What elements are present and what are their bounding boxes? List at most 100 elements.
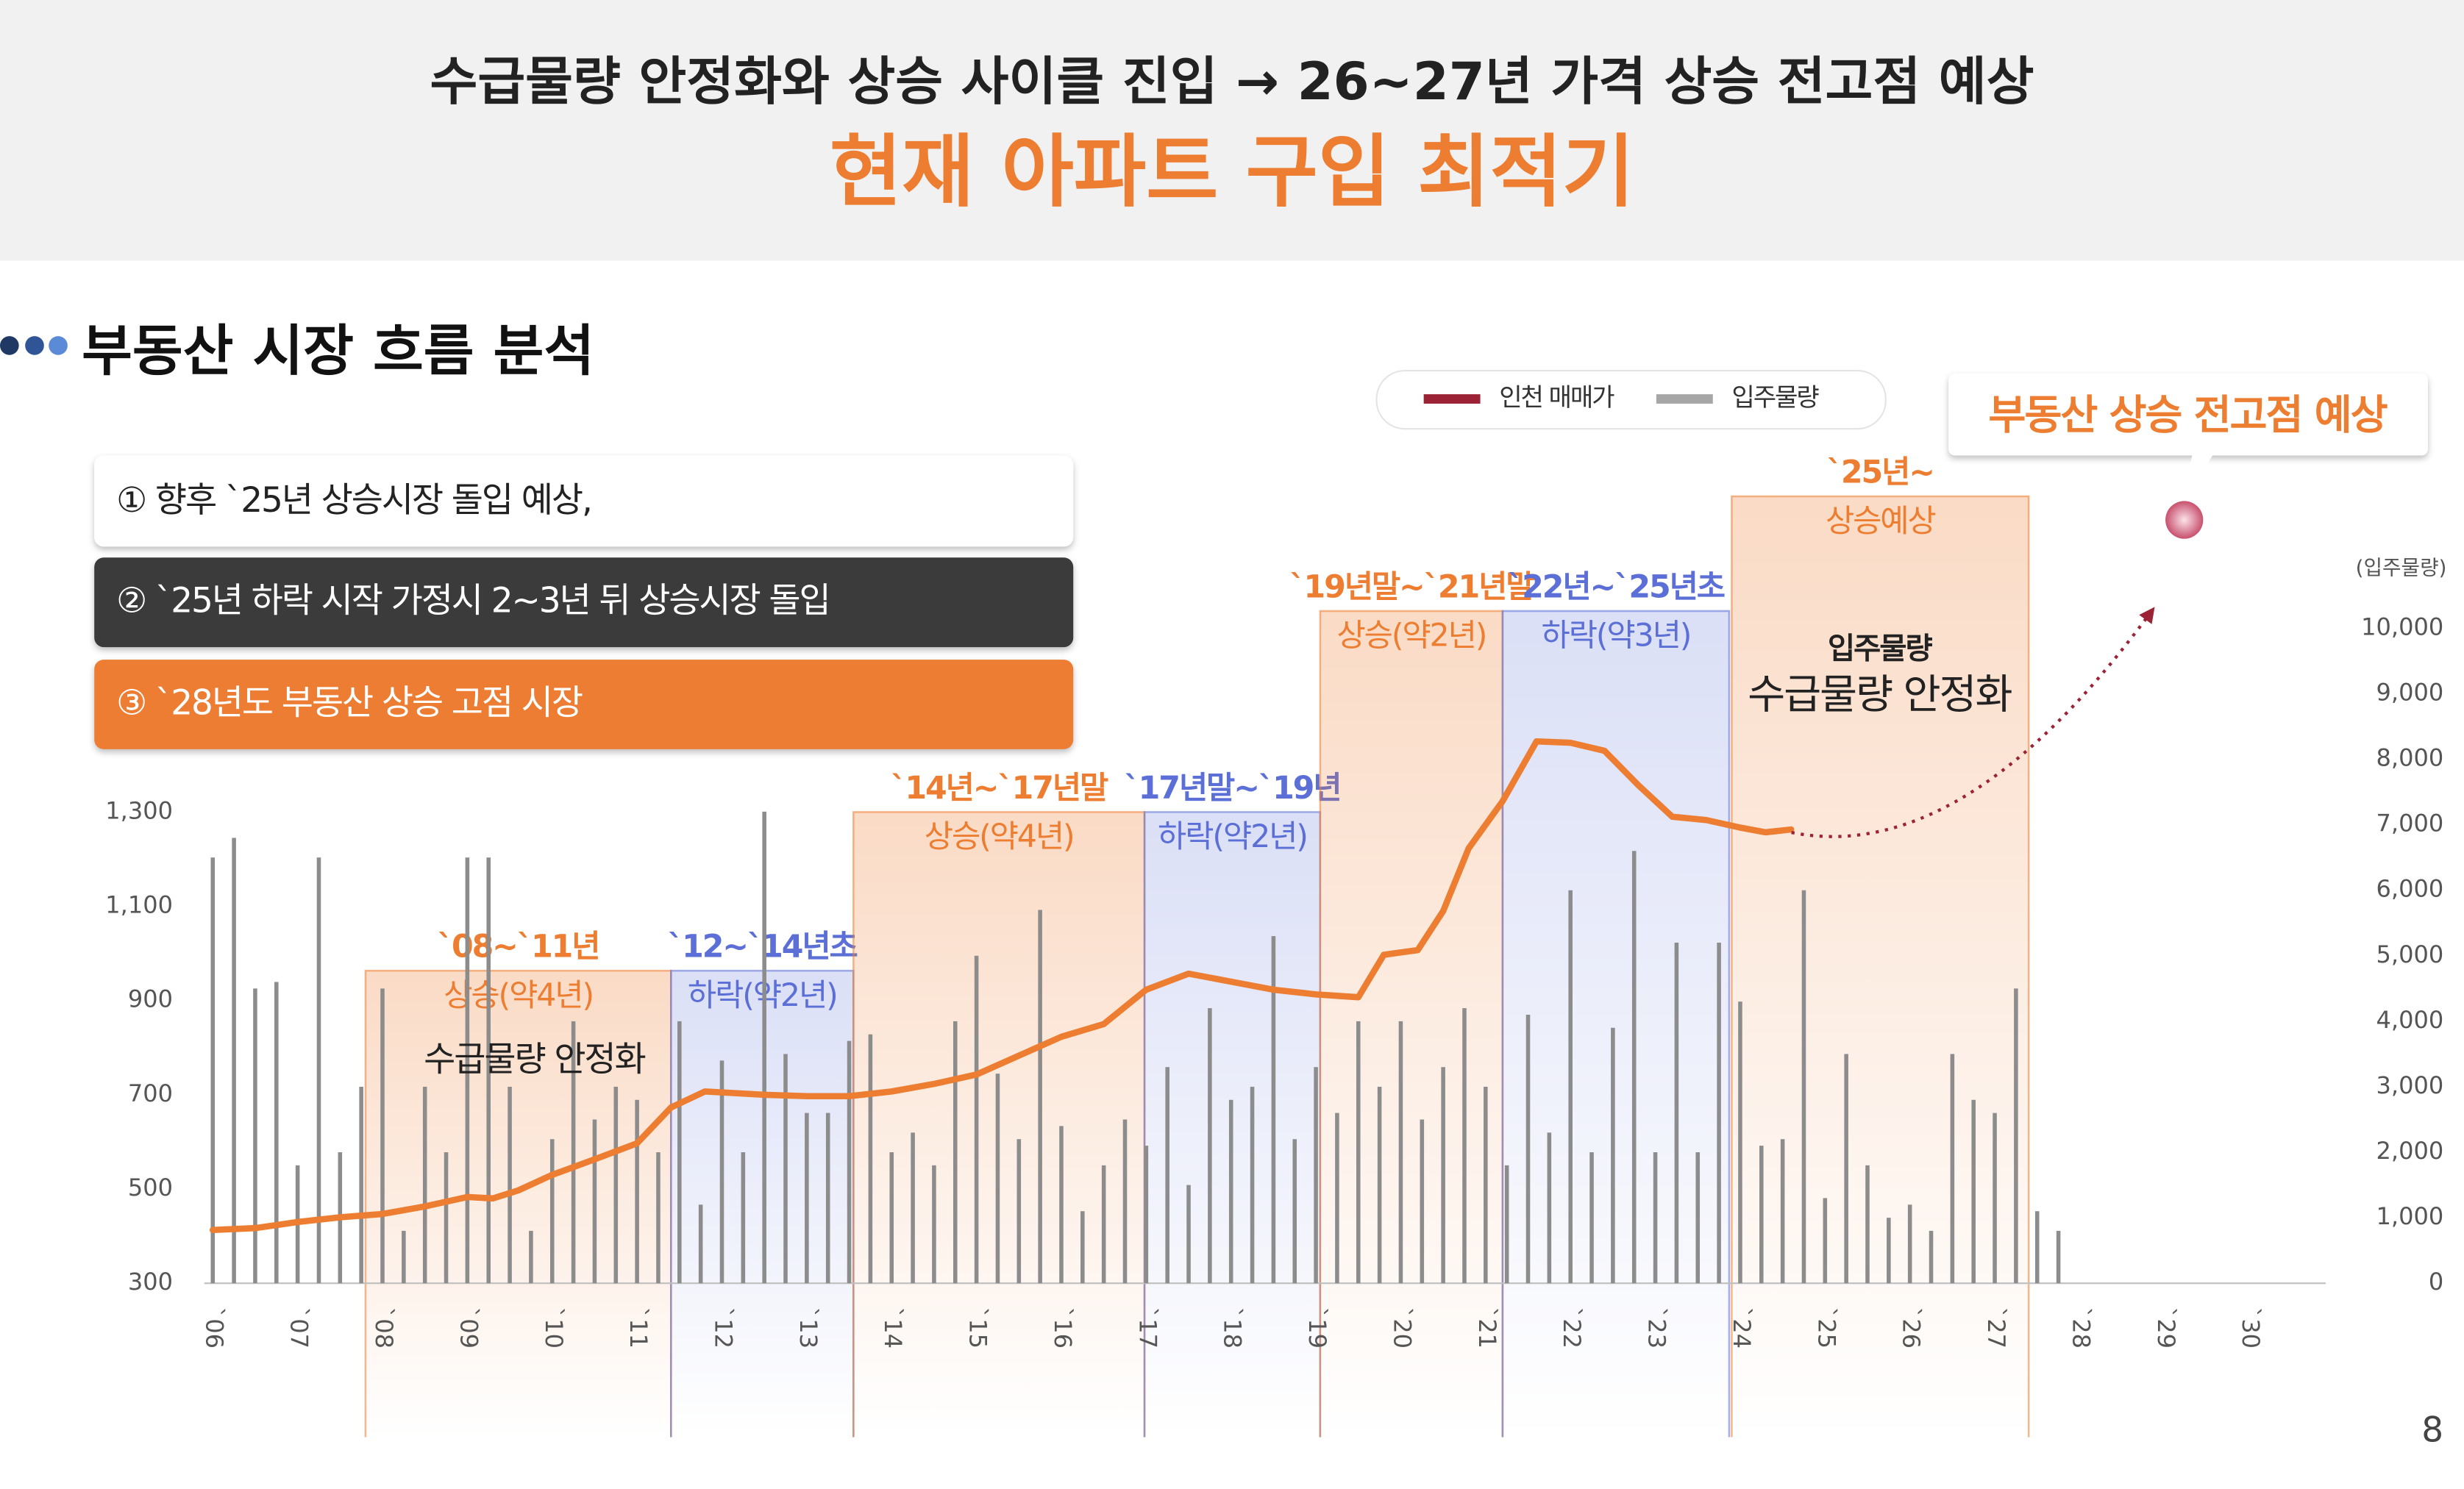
bar bbox=[1907, 1204, 1912, 1284]
bar bbox=[1887, 1218, 1891, 1284]
bar bbox=[1335, 1113, 1339, 1284]
bar bbox=[1122, 1119, 1128, 1284]
x-tick-label: `28 bbox=[2067, 1307, 2095, 1349]
y2-tick-label: 5,000 bbox=[2376, 940, 2444, 968]
bar bbox=[656, 1152, 660, 1284]
bar bbox=[1144, 1146, 1149, 1284]
x-tick-label: `11 bbox=[624, 1307, 652, 1349]
x-tick-label: `15 bbox=[964, 1307, 992, 1349]
period-fill bbox=[365, 971, 672, 1438]
bar bbox=[380, 988, 385, 1284]
bar bbox=[698, 1204, 703, 1284]
x-tick-label: `26 bbox=[1898, 1307, 1926, 1349]
bar bbox=[1801, 890, 1806, 1284]
bar bbox=[1950, 1054, 1955, 1284]
bar bbox=[953, 1021, 958, 1284]
x-tick-label: `08 bbox=[370, 1307, 398, 1349]
bar bbox=[1525, 1014, 1531, 1284]
annotation: 입주물량 bbox=[1828, 630, 1933, 665]
bar bbox=[402, 1230, 406, 1284]
section-icon bbox=[0, 336, 68, 355]
period-phase: 상승(약4년) bbox=[925, 818, 1074, 855]
bar bbox=[1208, 1008, 1212, 1284]
y2-axis-title: (입주물량) bbox=[2356, 555, 2447, 579]
y2-tick-label: 4,000 bbox=[2376, 1006, 2444, 1034]
period-label: `19년말~`21년말 bbox=[1289, 569, 1534, 606]
y2-tick-label: 0 bbox=[2429, 1268, 2443, 1296]
callout-box bbox=[1948, 374, 2428, 456]
bar bbox=[1080, 1211, 1085, 1284]
x-tick-label: `23 bbox=[1643, 1307, 1671, 1349]
bar bbox=[1568, 890, 1573, 1284]
x-tick-label: `25 bbox=[1812, 1307, 1840, 1349]
period-phase: 하락(약3년) bbox=[1542, 618, 1691, 654]
x-tick-label: `14 bbox=[879, 1307, 907, 1349]
x-tick-label: `13 bbox=[794, 1307, 822, 1349]
period-phase: 상승예상 bbox=[1826, 503, 1936, 540]
bar bbox=[1844, 1054, 1848, 1284]
bar bbox=[1780, 1139, 1785, 1284]
x-tick-label: `12 bbox=[709, 1307, 737, 1349]
bar bbox=[2014, 988, 2018, 1284]
bar bbox=[613, 1086, 619, 1284]
bar bbox=[805, 1113, 809, 1284]
x-tick-label: `19 bbox=[1303, 1307, 1331, 1349]
bar bbox=[1695, 1152, 1701, 1284]
bar bbox=[1759, 1146, 1764, 1284]
period-label: `14년~`17년말 bbox=[891, 770, 1108, 807]
bar bbox=[1165, 1067, 1169, 1284]
bar bbox=[1823, 1198, 1828, 1284]
period-fill bbox=[1320, 610, 1503, 1438]
y-tick-label: 1,100 bbox=[105, 891, 173, 919]
period-phase: 상승(약2년) bbox=[1336, 618, 1486, 654]
legend-label: 입주물량 bbox=[1731, 383, 1819, 413]
note-text: ③ `28년도 부동산 상승 고점 시장 bbox=[116, 683, 583, 724]
period-label: `25년~ bbox=[1827, 454, 1934, 491]
bar bbox=[1611, 1027, 1615, 1284]
x-tick-label: `09 bbox=[455, 1307, 483, 1349]
bar bbox=[1228, 1099, 1233, 1284]
overlay: ① 향후 `25년 상승시장 돌입 예상, ② `25년 하락 시작 가정시 2… bbox=[94, 370, 2428, 1079]
x-tick-label: `21 bbox=[1473, 1307, 1501, 1349]
period-label: `17년말~`19년 bbox=[1124, 770, 1340, 807]
bar bbox=[2034, 1211, 2040, 1284]
annotation: 부동산 상승 전고점 예상 bbox=[1988, 391, 2388, 439]
bar bbox=[1717, 942, 1721, 1284]
period-fill bbox=[1502, 610, 1729, 1438]
annotation: 수급물량 안정화 bbox=[424, 1039, 645, 1079]
period-phase: 하락(약2년) bbox=[688, 977, 837, 1014]
bar bbox=[1738, 1001, 1742, 1284]
x-tick-label: `24 bbox=[1728, 1307, 1756, 1349]
header-band bbox=[0, 0, 2464, 261]
note-box bbox=[94, 455, 1074, 547]
y2-tick-label: 7,000 bbox=[2376, 810, 2444, 838]
bar bbox=[1356, 1021, 1361, 1284]
bar bbox=[1441, 1067, 1445, 1284]
price-line bbox=[210, 738, 1795, 1234]
bar bbox=[1547, 1132, 1552, 1284]
bar bbox=[1038, 910, 1042, 1284]
x-tick-label: `18 bbox=[1219, 1307, 1247, 1349]
y2-tick-label: 9,000 bbox=[2376, 679, 2444, 707]
bar bbox=[1059, 1126, 1064, 1284]
callout-pointer bbox=[2181, 455, 2213, 506]
x-tick-label: `17 bbox=[1133, 1307, 1161, 1349]
bar bbox=[1250, 1086, 1255, 1284]
period-label: `22년~`25년초 bbox=[1508, 569, 1725, 606]
period-label: `08~`11년 bbox=[438, 929, 599, 965]
header-title: 수급물량 안정화와 상승 사이클 진입 → 26~27년 가격 상승 전고점 예… bbox=[430, 51, 2034, 112]
bar bbox=[210, 857, 216, 1284]
bar bbox=[1016, 1139, 1022, 1284]
bar bbox=[762, 811, 766, 1284]
bar bbox=[995, 1074, 1000, 1284]
bar bbox=[232, 838, 236, 1284]
bar bbox=[911, 1132, 915, 1284]
plot: `08~`11년상승(약4년)`12~`14년초하락(약2년)`14년~`17년… bbox=[105, 454, 2446, 1438]
bar bbox=[1314, 1067, 1318, 1284]
bar bbox=[1653, 1152, 1658, 1284]
bar bbox=[1993, 1113, 1997, 1284]
note-text: ② `25년 하락 시작 가정시 2~3년 뒤 상승시장 돌입 bbox=[116, 581, 830, 621]
y-tick-label: 500 bbox=[128, 1174, 173, 1201]
